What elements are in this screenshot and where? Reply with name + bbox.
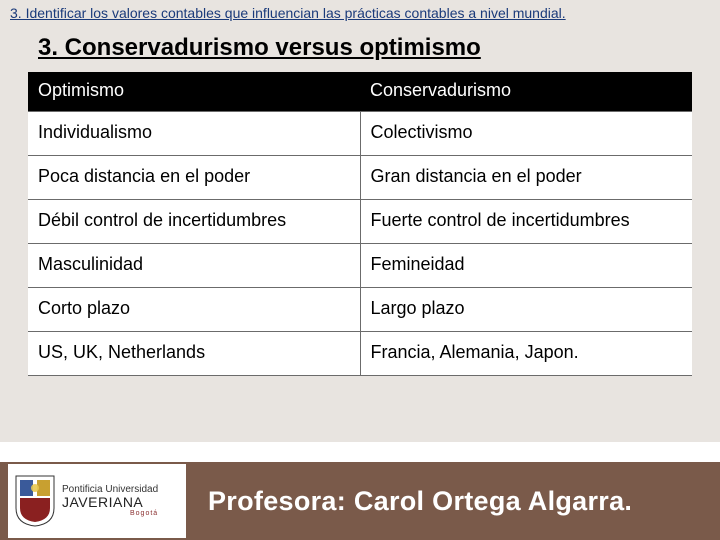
professor-name: Profesora: Carol Ortega Algarra.: [186, 486, 720, 517]
cell-right: Fuerte control de incertidumbres: [360, 200, 692, 244]
cell-left: Poca distancia en el poder: [28, 156, 360, 200]
cell-left: Corto plazo: [28, 288, 360, 332]
shield-icon: [14, 474, 56, 528]
objective-text: 3. Identificar los valores contables que…: [0, 0, 720, 24]
cell-right: Gran distancia en el poder: [360, 156, 692, 200]
table-row: Individualismo Colectivismo: [28, 112, 692, 156]
logo-text: Pontificia Universidad JAVERIANA Bogotá: [62, 485, 158, 518]
cell-left: Masculinidad: [28, 244, 360, 288]
header-cell-optimism: Optimismo: [28, 72, 360, 112]
cell-right: Colectivismo: [360, 112, 692, 156]
comparison-table-wrap: Optimismo Conservadurismo Individualismo…: [0, 70, 720, 376]
header-cell-conservatism: Conservadurismo: [360, 72, 692, 112]
footer-bar: Pontificia Universidad JAVERIANA Bogotá …: [0, 462, 720, 540]
cell-left: Débil control de incertidumbres: [28, 200, 360, 244]
white-strip: [0, 442, 720, 462]
cell-right: Largo plazo: [360, 288, 692, 332]
comparison-table: Optimismo Conservadurismo Individualismo…: [28, 72, 692, 376]
cell-left: Individualismo: [28, 112, 360, 156]
table-header-row: Optimismo Conservadurismo: [28, 72, 692, 112]
cell-left: US, UK, Netherlands: [28, 332, 360, 376]
table-row: Corto plazo Largo plazo: [28, 288, 692, 332]
table-row: Débil control de incertidumbres Fuerte c…: [28, 200, 692, 244]
cell-right: Femineidad: [360, 244, 692, 288]
table-row: US, UK, Netherlands Francia, Alemania, J…: [28, 332, 692, 376]
cell-right: Francia, Alemania, Japon.: [360, 332, 692, 376]
logo-line2: JAVERIANA: [62, 495, 158, 510]
table-row: Masculinidad Femineidad: [28, 244, 692, 288]
university-logo: Pontificia Universidad JAVERIANA Bogotá: [8, 464, 186, 538]
section-title: 3. Conservadurismo versus optimismo: [0, 24, 720, 70]
logo-line3: Bogotá: [62, 510, 158, 517]
table-row: Poca distancia en el poder Gran distanci…: [28, 156, 692, 200]
